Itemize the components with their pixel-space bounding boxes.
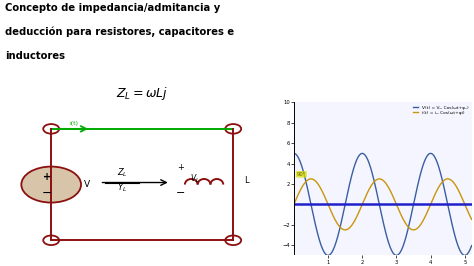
Text: deducción para resistores, capacitores e: deducción para resistores, capacitores e	[5, 27, 234, 37]
Text: −: −	[42, 187, 52, 200]
Text: $Y_L$: $Y_L$	[117, 182, 128, 194]
Text: L: L	[244, 176, 248, 185]
Text: i(t): i(t)	[70, 120, 78, 126]
Text: −: −	[176, 188, 185, 198]
Text: V: V	[84, 180, 90, 189]
Text: +: +	[43, 172, 51, 182]
Legend: V(t) = Vₘ Cos(ωt+φᵥ), i(t) = iₘ Cos(ωt+φi): V(t) = Vₘ Cos(ωt+φᵥ), i(t) = iₘ Cos(ωt+φ…	[412, 105, 469, 115]
Text: 90°: 90°	[297, 172, 306, 177]
Text: $V_L$: $V_L$	[190, 172, 200, 185]
Text: inductores: inductores	[5, 51, 65, 61]
Circle shape	[21, 167, 81, 203]
Text: Concepto de impedancia/admitancia y: Concepto de impedancia/admitancia y	[5, 3, 220, 13]
Text: $Z_L$: $Z_L$	[117, 166, 128, 179]
Text: $Z_L = \omega Lj$: $Z_L = \omega Lj$	[116, 85, 168, 102]
Text: +: +	[177, 163, 184, 172]
